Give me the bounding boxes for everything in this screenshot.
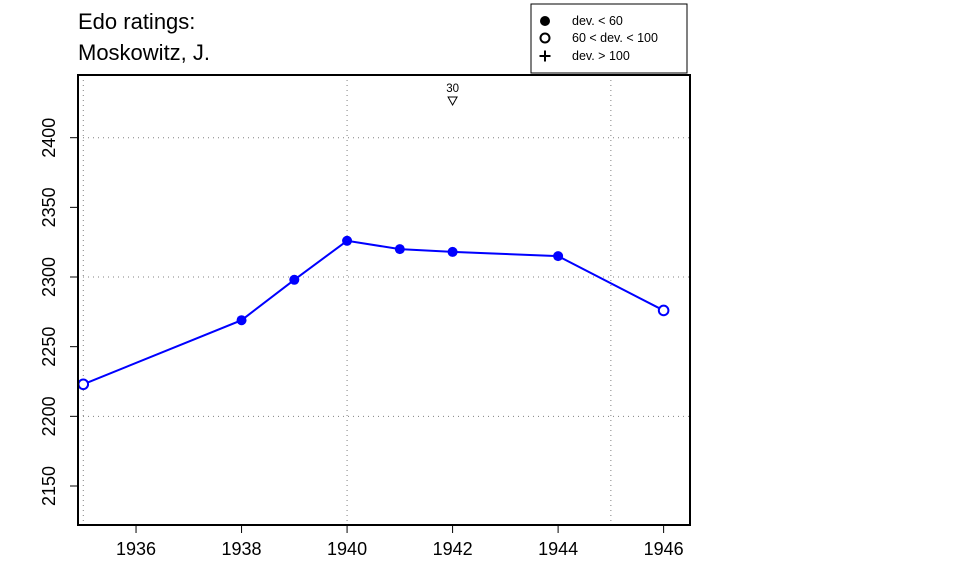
x-tick-label: 1944 [538,539,578,559]
x-tick-label: 1946 [644,539,684,559]
chart-title-line-1: Edo ratings: [78,9,196,34]
data-point-filled [553,251,564,262]
legend-item-3-label: dev. > 100 [572,49,630,63]
y-tick-label: 2400 [39,118,59,158]
data-point-filled [447,246,458,257]
x-tick-label: 1942 [433,539,473,559]
data-point-filled [394,244,405,255]
annotation-label: 30 [446,83,459,95]
y-tick-label: 2350 [39,187,59,227]
legend-plus-icon [539,50,551,62]
chart-title-line-2: Moskowitz, J. [78,40,211,65]
x-tick-label: 1940 [327,539,367,559]
x-tick-label: 1936 [116,539,156,559]
legend-item-1-label: dev. < 60 [572,14,623,28]
data-point-filled [342,235,353,246]
legend-filled-circle-icon [540,16,550,26]
series-layer [77,235,670,391]
y-axis: 2150 2200 2250 2300 2350 2400 [39,118,78,506]
y-tick-label: 2250 [39,327,59,367]
data-point-open [77,378,90,391]
x-axis: 1936 1938 1940 1942 1944 1946 [116,525,684,559]
plot-frame [77,74,691,526]
legend: dev. < 60 60 < dev. < 100 dev. > 100 [530,3,688,74]
data-point-open [657,304,670,317]
y-tick-label: 2200 [39,396,59,436]
y-tick-label: 2300 [39,257,59,297]
series-line [82,239,665,386]
y-tick-label: 2150 [39,466,59,506]
legend-item-2-label: 60 < dev. < 100 [572,31,658,45]
annotations: 30 [446,83,459,107]
data-point-filled [289,274,300,285]
data-point-filled [236,315,247,326]
down-triangle-icon [447,96,458,107]
grid-lines [78,75,690,525]
x-tick-label: 1938 [222,539,262,559]
legend-box [530,3,688,74]
legend-open-circle-icon [539,32,551,44]
